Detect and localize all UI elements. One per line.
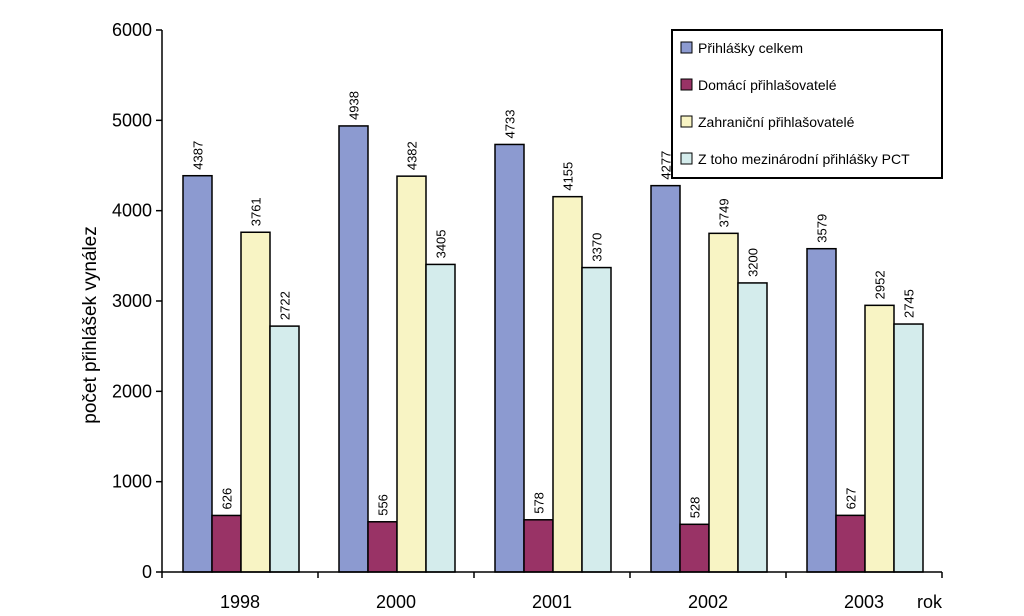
bar — [211, 514, 242, 573]
data-label: 4938 — [347, 91, 362, 120]
bar — [552, 195, 583, 573]
bar — [864, 304, 895, 573]
y-axis-title: počet přihlášek vynález — [80, 226, 101, 424]
data-label: 3761 — [249, 197, 264, 226]
y-tick-label: 3000 — [112, 291, 152, 311]
bar — [425, 263, 456, 573]
data-label: 3749 — [717, 198, 732, 227]
bar — [367, 521, 398, 573]
bars-layer — [182, 125, 924, 573]
bar — [650, 184, 681, 573]
y-tick-label: 2000 — [112, 381, 152, 401]
bar — [893, 323, 924, 573]
bar — [338, 125, 369, 573]
data-label: 3405 — [434, 229, 449, 258]
y-tick-label: 4000 — [112, 201, 152, 221]
bar — [182, 174, 213, 573]
legend-swatch — [680, 41, 693, 54]
legend-box — [671, 29, 943, 179]
bar — [679, 523, 710, 573]
bar — [806, 247, 837, 573]
x-axis-title: rok — [917, 592, 943, 612]
bar — [737, 282, 768, 573]
x-tick-label: 2001 — [532, 592, 572, 612]
axes-layer: 0 1000 2000 3000 4000 5000 6000 1998 2000 2001 200… — [112, 20, 943, 612]
data-label: 2745 — [902, 289, 917, 318]
bar — [708, 232, 739, 573]
bar — [581, 266, 612, 573]
bar — [494, 143, 525, 573]
y-tick-label: 5000 — [112, 110, 152, 130]
y-tick-label: 1000 — [112, 472, 152, 492]
x-tick-label: 2000 — [376, 592, 416, 612]
x-tick-label: 1998 — [220, 592, 260, 612]
y-tick-label: 0 — [142, 562, 152, 582]
legend-label: Z toho mezinárodní přihlášky PCT — [698, 151, 910, 167]
data-labels-layer: 4387 626 3761 2722 4938 556 4382 3405 4733 578 415… — [191, 91, 917, 518]
data-label: 3579 — [815, 214, 830, 243]
data-label: 2722 — [278, 291, 293, 320]
legend-label: Domácí přihlašovatelé — [698, 77, 837, 93]
bar — [523, 519, 554, 573]
data-label: 4733 — [503, 110, 518, 139]
data-label: 4382 — [405, 141, 420, 170]
data-label: 627 — [844, 488, 859, 510]
bar — [396, 175, 427, 573]
data-label: 4387 — [191, 141, 206, 170]
data-label: 4155 — [561, 162, 576, 191]
legend-swatch — [680, 115, 693, 128]
bar — [240, 231, 271, 573]
data-label: 3200 — [746, 248, 761, 277]
data-label: 626 — [220, 488, 235, 510]
data-label: 3370 — [590, 233, 605, 262]
legend-swatch — [680, 152, 693, 165]
x-tick-label: 2003 — [844, 592, 884, 612]
legend-label: Zahraniční přihlašovatelé — [698, 114, 855, 130]
data-label: 2952 — [873, 270, 888, 299]
legend-swatch — [680, 78, 693, 91]
x-tick-label: 2002 — [688, 592, 728, 612]
bar — [269, 325, 300, 573]
data-label: 556 — [376, 494, 391, 516]
bar — [835, 514, 866, 573]
data-label: 528 — [688, 497, 703, 519]
data-label: 578 — [532, 492, 547, 514]
y-tick-label: 6000 — [112, 20, 152, 40]
data-label: 4277 — [659, 151, 674, 180]
legend-label: Přihlášky celkem — [698, 40, 803, 56]
legend: Přihlášky celkem Domácí přihlašovatelé Zah… — [671, 29, 943, 179]
